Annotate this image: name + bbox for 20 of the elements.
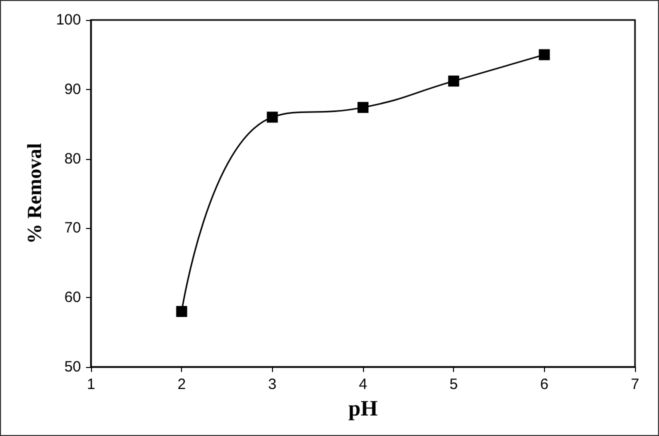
- y-tick-label: 90: [64, 80, 81, 98]
- x-tick-label: 1: [86, 376, 96, 393]
- point: [266, 112, 278, 123]
- x-tick-label: 6: [540, 376, 549, 393]
- x-tick-label: 3: [268, 376, 277, 393]
- point: [176, 306, 188, 317]
- x-tick-label: 4: [358, 376, 368, 393]
- y-tick-label: 50: [64, 358, 81, 376]
- y-tick-label: 60: [64, 289, 81, 306]
- point: [358, 102, 368, 113]
- point: [448, 76, 460, 87]
- x-tick-label: 7: [630, 376, 640, 393]
- x-tick-label: 2: [177, 376, 186, 393]
- y-tick-label: 70: [64, 220, 81, 237]
- y-axis-title: % Removal: [24, 142, 46, 244]
- x-tick-label: 5: [449, 376, 458, 393]
- point: [538, 49, 550, 60]
- y-tick-label: 80: [64, 150, 81, 168]
- y-tick-label: 100: [56, 12, 81, 28]
- x-axis-title: pH: [348, 395, 378, 420]
